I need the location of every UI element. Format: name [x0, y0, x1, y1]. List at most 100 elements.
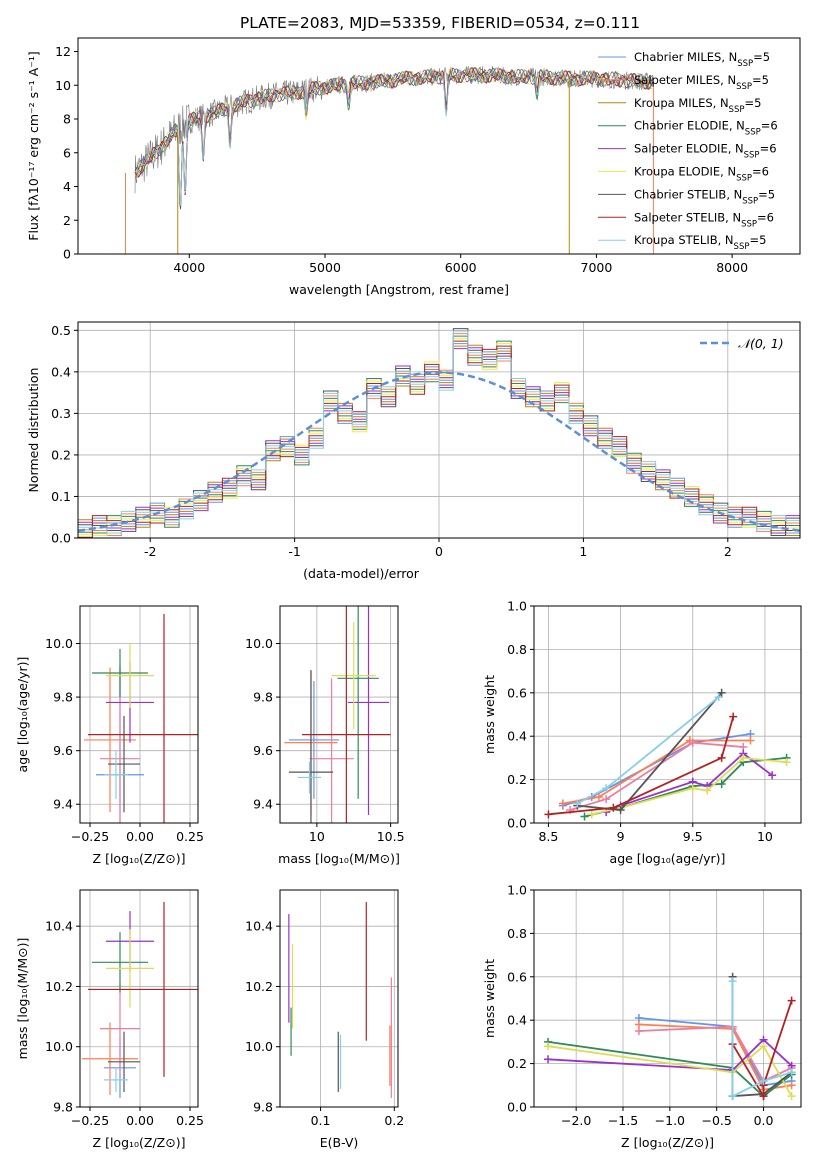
x-tick-label: 0.00	[126, 1113, 154, 1128]
x-axis-label: Z [log₁₀(Z/Z⊙)]	[93, 1135, 186, 1150]
y-tick-label: 1.0	[507, 599, 527, 614]
mass-weight-line	[731, 1000, 793, 1100]
model-spectrum-line	[134, 67, 654, 207]
x-tick-label: −1.0	[655, 1113, 685, 1128]
x-tick-label: 4000	[173, 260, 205, 275]
x-axis-label: Z [log₁₀(Z/Z⊙)]	[621, 1135, 714, 1150]
y-tick-label: 0.6	[507, 685, 527, 700]
x-axis-label: mass [log₁₀(M/M⊙)]	[278, 851, 400, 866]
panel-mass_vs_Z: −0.25 0.00 0.25 9.8 10.0 10.2 10.4 Z [log₁₀(Z/Z…	[15, 889, 204, 1150]
x-tick-label: −0.25	[71, 829, 109, 844]
model-spectrum-line	[134, 67, 654, 206]
legend-entry: Chabrier MILES, NSSP=5	[634, 50, 770, 69]
error-bar-point	[88, 614, 198, 823]
y-axis-label: Flux [fλ10⁻¹⁷ erg cm⁻² s⁻¹ A⁻¹]	[26, 51, 41, 240]
x-tick-label: 2	[724, 544, 732, 559]
mass-weight-series	[566, 738, 748, 814]
error-bar-point	[337, 606, 379, 799]
mass-weight-marker	[573, 799, 582, 808]
y-tick-label: 0.8	[507, 926, 527, 941]
y-axis-label: Normed distribution	[26, 368, 41, 493]
y-tick-label: 9.8	[53, 690, 73, 705]
mass-weight-marker	[717, 779, 726, 788]
y-tick-label: 1.0	[507, 883, 527, 898]
error-bar-point	[347, 606, 390, 815]
legend-entry: Chabrier STELIB, NSSP=5	[634, 187, 775, 206]
error-bar-point	[106, 929, 154, 1008]
y-tick-label: 2	[63, 213, 71, 228]
mass-weight-line	[547, 1041, 793, 1098]
y-tick-label: 0.5	[51, 323, 71, 338]
error-bar-point	[288, 670, 334, 823]
y-axis-label: mass weight	[482, 959, 497, 1038]
y-tick-label: 8	[63, 112, 71, 127]
y-tick-label: 10.4	[45, 919, 73, 934]
y-tick-label: 10.2	[45, 979, 73, 994]
mass-weight-series	[728, 977, 796, 1101]
x-tick-label: 7000	[581, 260, 613, 275]
y-tick-label: 9.8	[253, 1100, 273, 1115]
panel-age_vs_Z: −0.25 0.00 0.25 9.4 9.6 9.8 10.0 Z [log₁₀(Z/Z⊙)…	[15, 605, 204, 866]
x-axis-label: (data-model)/error	[303, 566, 420, 581]
mass-weight-line	[562, 739, 751, 805]
mass-weight-marker	[768, 771, 777, 780]
y-axis-label: mass weight	[482, 675, 497, 754]
y-tick-label: 0.0	[507, 1100, 527, 1115]
mass-weight-series	[573, 688, 726, 814]
normal-curve	[78, 371, 800, 532]
model-spectrum-line	[134, 67, 653, 208]
y-tick-label: 0.4	[507, 1013, 527, 1028]
y-tick-label: 0.2	[507, 772, 527, 787]
error-bar-point	[331, 622, 376, 730]
mass-weight-line	[605, 752, 773, 813]
mass-weight-marker	[729, 712, 738, 721]
mass-weight-marker	[594, 792, 603, 801]
mass-weight-line	[548, 1038, 793, 1072]
error-bar-point	[108, 1031, 140, 1092]
x-axis-label: E(B-V)	[320, 1135, 359, 1150]
legend-entry: Chabrier ELODIE, NSSP=6	[634, 119, 778, 138]
x-tick-label: −1.5	[608, 1113, 638, 1128]
mass-weight-series	[634, 1022, 796, 1085]
mass-weight-marker	[787, 1068, 796, 1077]
y-tick-label: 0.2	[51, 447, 71, 462]
error-bar-point	[288, 681, 339, 799]
panel-age_vs_mass: 10 10.5 9.4 9.6 9.8 10.0 mass [log₁₀(M/M⊙)]	[245, 605, 405, 866]
x-tick-label: 0.1	[311, 1113, 331, 1128]
axes-frame	[279, 889, 399, 1108]
x-tick-label: 5000	[309, 260, 341, 275]
mass-weight-series	[544, 1042, 796, 1101]
mass-weight-marker	[728, 977, 737, 986]
plot-area	[544, 972, 796, 1101]
axes-frame	[79, 605, 199, 824]
mass-weight-marker	[787, 1092, 796, 1101]
model-spectrum-line	[134, 67, 654, 206]
panel-mw_vs_age: 8.5 9 9.5 10 0.0 0.2 0.4 0.6 0.8 1.0 age [log₁₀(ag…	[482, 599, 802, 866]
x-tick-label: 0.25	[176, 1113, 204, 1128]
mass-weight-marker	[717, 753, 726, 762]
y-tick-label: 4	[63, 179, 71, 194]
plot-area	[125, 66, 654, 254]
x-tick-label: −0.25	[71, 1113, 109, 1128]
mass-weight-marker	[787, 996, 796, 1005]
y-tick-label: 0	[63, 247, 71, 262]
mass-weight-marker	[759, 1092, 768, 1101]
axes-frame	[79, 889, 199, 1108]
panel-mass_vs_ebv: 0.1 0.2 9.8 10.0 10.2 10.4 E(B-V)	[245, 889, 404, 1150]
axes-frame	[533, 889, 802, 1108]
mass-weight-marker	[759, 1076, 768, 1085]
mass-weight-marker	[787, 1081, 796, 1090]
mass-weight-marker	[602, 784, 611, 793]
error-bar-point	[108, 715, 140, 813]
mass-weight-marker	[746, 736, 755, 745]
error-bar-point	[92, 648, 148, 698]
y-tick-label: 0.2	[507, 1056, 527, 1071]
plot-area	[84, 614, 198, 823]
axes-frame	[279, 605, 399, 824]
legend-entry: Salpeter STELIB, NSSP=6	[634, 210, 774, 229]
legend-entry: 𝒩(0, 1)	[738, 336, 784, 351]
error-bar-point	[88, 902, 198, 1077]
x-tick-label: 10	[309, 829, 325, 844]
y-tick-label: 0.8	[507, 642, 527, 657]
